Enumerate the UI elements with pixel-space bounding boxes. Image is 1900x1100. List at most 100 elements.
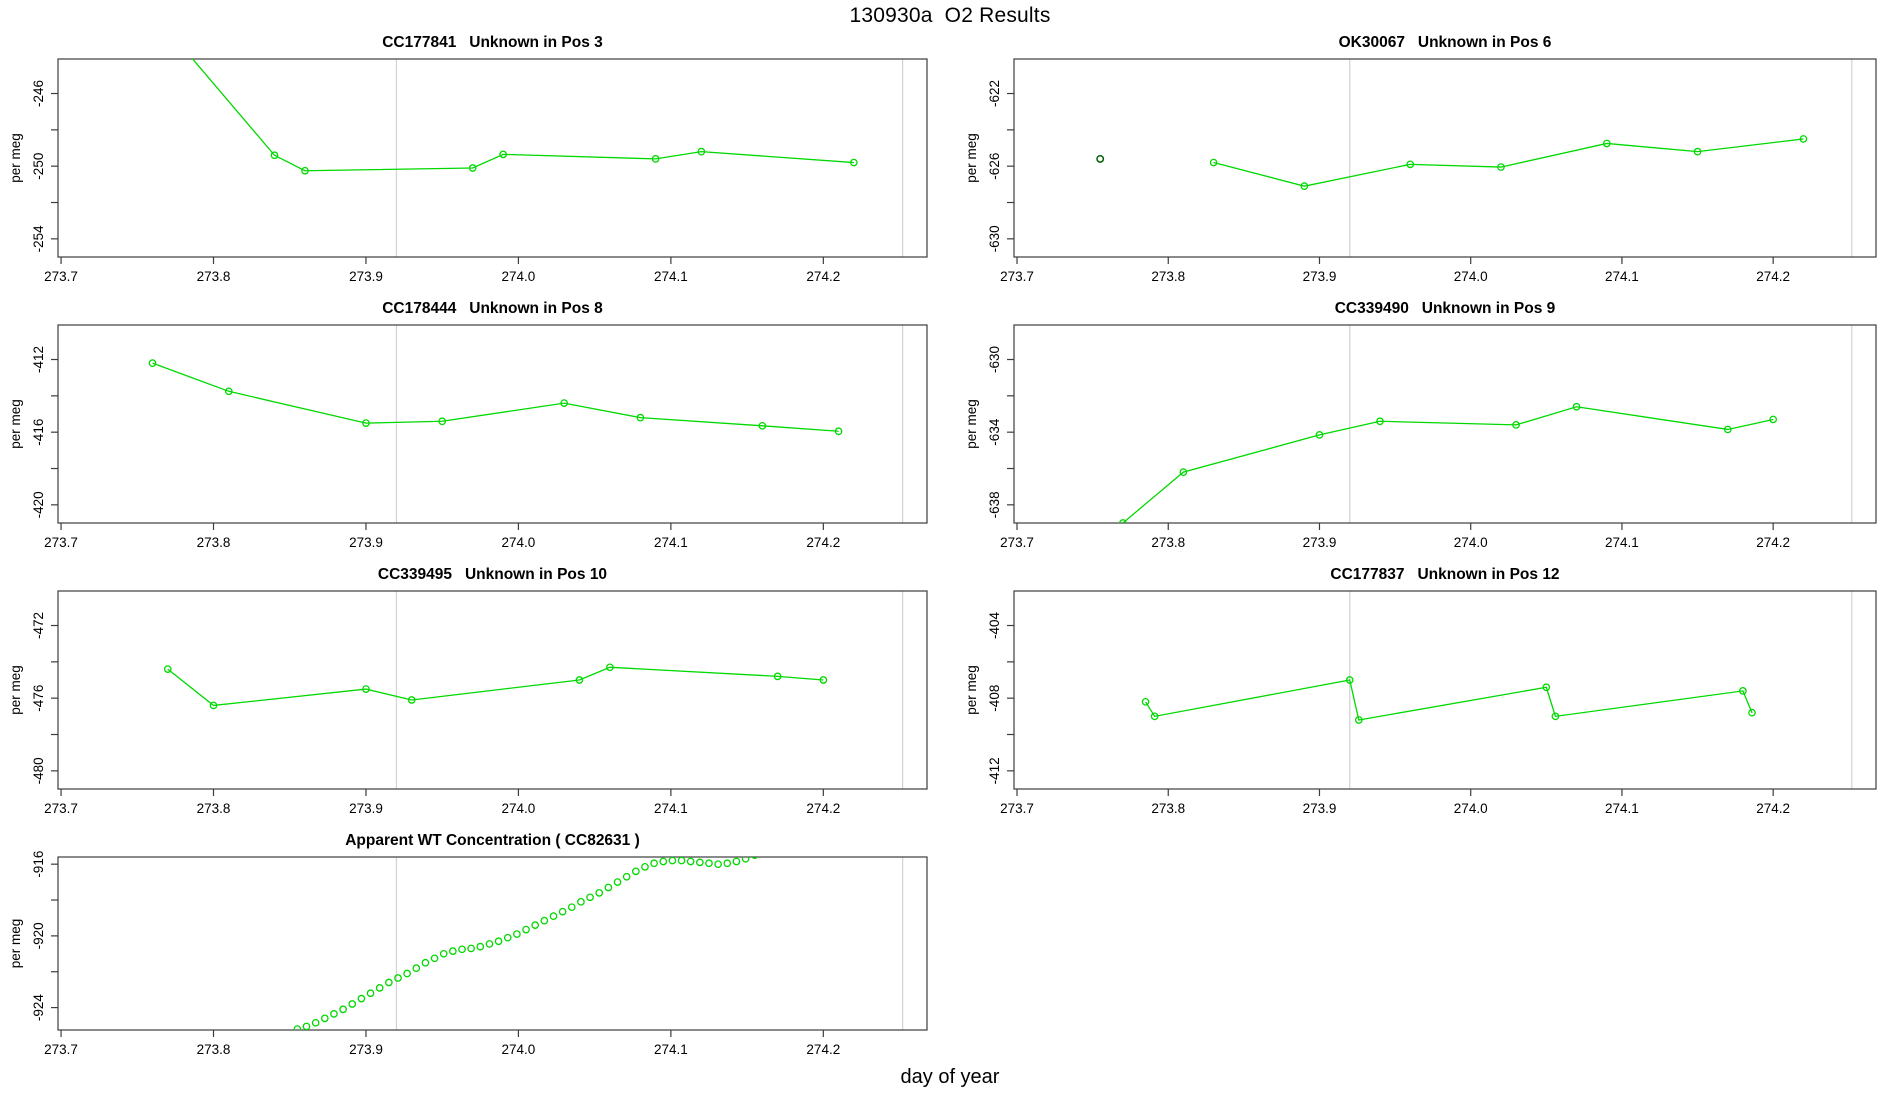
data-point — [677, 857, 686, 865]
data-series — [1141, 676, 1756, 724]
data-point — [558, 907, 567, 916]
x-tick-label: 273.7 — [1000, 535, 1034, 550]
data-line — [1122, 406, 1774, 523]
data-point — [686, 857, 695, 866]
panel-CC177841: 273.7 273.8 273.9 274.0 274.1 274.2 -246 -250 -2… — [8, 34, 928, 284]
y-tick-label: -920 — [31, 922, 46, 949]
data-point — [560, 399, 569, 407]
x-tick-label: 273.7 — [44, 269, 78, 284]
data-point — [302, 1022, 311, 1030]
x-tick-label: 273.7 — [1000, 801, 1034, 816]
x-tick-label: 273.7 — [44, 535, 78, 550]
data-point — [834, 427, 843, 436]
data-point — [270, 151, 279, 160]
data-point — [697, 147, 706, 156]
y-tick-label: -412 — [31, 346, 46, 373]
y-axis-label: per meg — [964, 399, 979, 449]
data-point — [1542, 683, 1551, 692]
y-tick-label: -408 — [987, 685, 1002, 712]
x-tick-label: 273.9 — [1303, 801, 1337, 816]
x-tick-label: 273.8 — [197, 801, 231, 816]
plot-frame — [1013, 58, 1877, 258]
data-point — [1551, 712, 1560, 721]
data-point — [301, 166, 309, 175]
data-point — [761, 848, 767, 854]
x-tick-label: 274.1 — [1605, 801, 1639, 816]
plot-frame — [57, 324, 928, 524]
x-tick-label: 273.9 — [349, 535, 383, 550]
data-point — [1693, 147, 1702, 156]
data-point — [1799, 135, 1808, 143]
panel-title: CC339495 Unknown in Pos 10 — [378, 566, 607, 583]
data-point — [770, 845, 776, 851]
y-axis-label: per meg — [8, 133, 23, 183]
data-point — [695, 858, 704, 867]
x-tick-label: 274.1 — [654, 801, 688, 816]
data-point — [1209, 158, 1218, 167]
plot-frame — [57, 590, 928, 790]
data-series — [293, 845, 776, 1030]
data-point — [412, 964, 421, 973]
x-axis-label: day of year — [900, 1066, 1000, 1088]
data-point — [293, 1025, 302, 1030]
data-point — [1406, 160, 1415, 169]
x-tick-label: 274.2 — [806, 1042, 840, 1057]
data-point — [668, 857, 677, 865]
data-point — [651, 155, 660, 163]
y-axis-label: per meg — [964, 665, 979, 715]
flagged-data-point — [1096, 154, 1105, 163]
y-axis-label: per meg — [8, 919, 23, 969]
y-tick-label: -412 — [987, 757, 1002, 784]
data-point — [714, 860, 722, 869]
x-tick-label: 273.7 — [1000, 269, 1034, 284]
data-point — [1141, 697, 1150, 706]
panel-OK30067: 273.7 273.8 273.9 274.0 274.1 274.2 -622 -626 -6… — [964, 34, 1877, 284]
data-series — [148, 359, 843, 436]
y-tick-label: -480 — [31, 757, 46, 784]
data-point — [819, 676, 828, 684]
data-point — [751, 857, 759, 860]
data-point — [1345, 676, 1354, 684]
data-point — [659, 857, 668, 866]
data-point — [1376, 417, 1384, 426]
x-tick-label: 274.0 — [1454, 269, 1488, 284]
data-point — [209, 701, 218, 710]
x-tick-label: 274.0 — [502, 1042, 536, 1057]
data-point — [348, 1000, 357, 1008]
x-tick-label: 274.2 — [806, 269, 840, 284]
y-tick-label: -420 — [31, 491, 46, 518]
data-point — [567, 903, 576, 912]
x-tick-label: 273.8 — [197, 535, 231, 550]
data-point — [773, 672, 782, 681]
data-point — [163, 665, 172, 673]
x-tick-label: 274.2 — [1756, 535, 1790, 550]
data-point — [575, 676, 584, 684]
data-point — [1602, 139, 1611, 148]
data-point — [606, 663, 614, 672]
x-tick-label: 274.0 — [502, 535, 536, 550]
x-tick-label: 274.0 — [502, 269, 536, 284]
y-tick-label: -404 — [987, 612, 1002, 640]
data-point — [1150, 712, 1159, 721]
data-point — [458, 945, 466, 954]
data-point — [224, 387, 233, 396]
panel-title: CC177841 Unknown in Pos 3 — [382, 34, 603, 51]
plot-frame — [1013, 324, 1877, 524]
data-point — [476, 942, 485, 951]
data-point — [1739, 687, 1747, 695]
data-line — [1145, 679, 1753, 721]
x-tick-label: 273.8 — [1151, 801, 1185, 816]
data-point — [362, 419, 370, 427]
panel-title: Apparent WT Concentration ( CC82631 ) — [345, 832, 640, 849]
plot-frame — [57, 58, 928, 258]
panel-CC178444: 273.7 273.8 273.9 274.0 274.1 274.2 -412 -416 -4… — [8, 300, 928, 550]
x-tick-label: 273.9 — [1303, 535, 1337, 550]
panel-title: CC178444 Unknown in Pos 8 — [382, 300, 603, 317]
data-point — [595, 889, 604, 897]
data-point — [732, 857, 741, 866]
data-point — [1512, 421, 1520, 429]
x-tick-label: 274.1 — [1605, 269, 1639, 284]
data-point — [430, 954, 439, 963]
panel-CC82631: 273.7 273.8 273.9 274.0 274.1 274.2 -916 -920 -9… — [8, 832, 928, 1057]
data-point — [604, 883, 613, 892]
